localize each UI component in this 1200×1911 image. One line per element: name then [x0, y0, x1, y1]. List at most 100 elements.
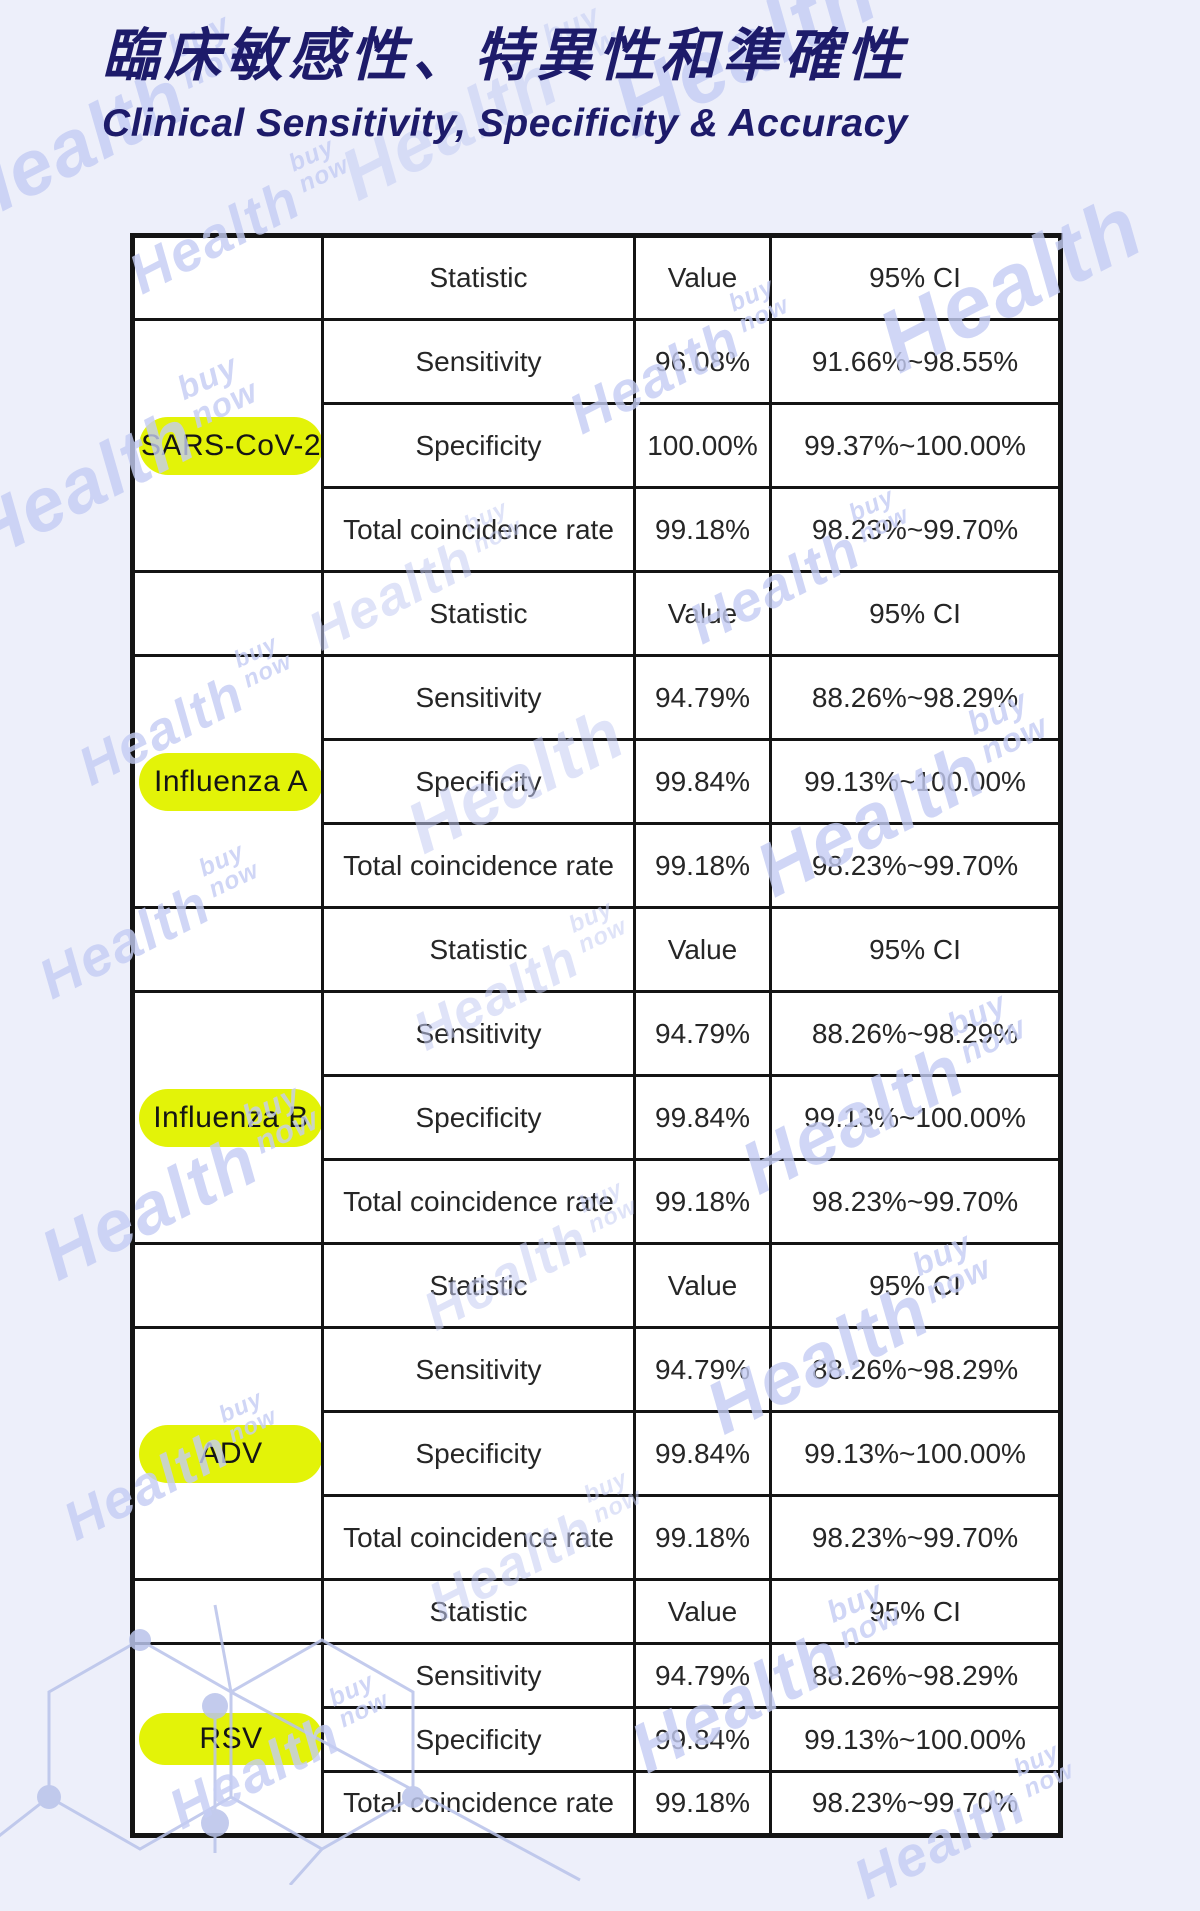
- pathogen-cell: Influenza A: [131, 654, 324, 909]
- statistic-column-header: Statistic: [321, 1242, 636, 1329]
- value-column-header: Value: [633, 1578, 772, 1645]
- empty-corner-cell: [131, 1242, 324, 1329]
- value-cell: 99.84%: [633, 1074, 772, 1161]
- table-row: Specificity 99.84% 99.13%~100.00%: [133, 1074, 1062, 1161]
- pathogen-highlight-pill: SARS-CoV-2: [139, 416, 320, 475]
- value-cell: 99.84%: [633, 1410, 772, 1497]
- empty-corner-cell: [131, 570, 324, 657]
- pathogen-section-sars-cov-2: Statistic Value 95% CI SARS-CoV-2 Sensit…: [131, 234, 1062, 573]
- empty-corner-cell: [131, 906, 324, 993]
- ci-cell: 99.13%~100.00%: [769, 1410, 1062, 1497]
- value-cell: 94.79%: [633, 1642, 772, 1709]
- table-row: Total coincidence rate 99.18% 98.23%~99.…: [133, 1494, 1062, 1581]
- ci-cell: 99.37%~100.00%: [769, 402, 1062, 489]
- pathogen-cell: RSV: [131, 1642, 324, 1837]
- table-row: SARS-CoV-2 Sensitivity 96.08% 91.66%~98.…: [131, 318, 1062, 573]
- table-row: RSV Sensitivity 94.79% 88.26%~98.29%: [131, 1642, 1062, 1837]
- table-row: Specificity 99.84% 99.13%~100.00%: [133, 1410, 1062, 1497]
- value-column-header: Value: [633, 906, 772, 993]
- table-row: Total coincidence rate 99.18% 98.23%~99.…: [133, 1158, 1062, 1245]
- value-cell: 99.18%: [633, 1158, 772, 1245]
- pathogen-section-influenza-b: Statistic Value 95% CI Influenza B Sensi…: [131, 906, 1062, 1245]
- value-cell: 99.18%: [633, 1770, 772, 1837]
- ci-cell: 98.23%~99.70%: [769, 822, 1062, 909]
- statistic-column-header: Statistic: [321, 234, 636, 321]
- value-cell: 99.84%: [633, 1706, 772, 1773]
- statistic-cell: Total coincidence rate: [321, 1770, 636, 1837]
- pathogen-section-adv: Statistic Value 95% CI ADV Sensitivity 9…: [131, 1242, 1062, 1581]
- statistic-cell: Sensitivity: [321, 1326, 636, 1413]
- clinical-stats-table: Statistic Value 95% CI SARS-CoV-2 Sensit…: [130, 233, 1063, 1838]
- statistic-column-header: Statistic: [321, 906, 636, 993]
- ci-cell: 99.13%~100.00%: [769, 738, 1062, 825]
- column-header-row: Statistic Value 95% CI: [131, 1242, 1062, 1329]
- pathogen-highlight-pill: Influenza A: [139, 752, 320, 811]
- statistic-cell: Specificity: [321, 1410, 636, 1497]
- table-row: Total coincidence rate 99.18% 98.23%~99.…: [133, 822, 1062, 909]
- value-column-header: Value: [633, 1242, 772, 1329]
- statistic-cell: Total coincidence rate: [321, 486, 636, 573]
- value-cell: 96.08%: [633, 318, 772, 405]
- column-header-row: Statistic Value 95% CI: [131, 906, 1062, 993]
- statistic-cell: Specificity: [321, 1074, 636, 1161]
- ci-cell: 88.26%~98.29%: [769, 1642, 1062, 1709]
- ci-column-header: 95% CI: [769, 1242, 1062, 1329]
- table-row: ADV Sensitivity 94.79% 88.26%~98.29%: [131, 1326, 1062, 1581]
- column-header-row: Statistic Value 95% CI: [131, 234, 1062, 321]
- statistic-cell: Total coincidence rate: [321, 1494, 636, 1581]
- statistic-cell: Sensitivity: [321, 318, 636, 405]
- value-column-header: Value: [633, 570, 772, 657]
- ci-column-header: 95% CI: [769, 234, 1062, 321]
- value-cell: 94.79%: [633, 1326, 772, 1413]
- pathogen-cell: SARS-CoV-2: [131, 318, 324, 573]
- statistic-cell: Specificity: [321, 1706, 636, 1773]
- ci-cell: 98.23%~99.70%: [769, 1770, 1062, 1837]
- ci-cell: 91.66%~98.55%: [769, 318, 1062, 405]
- empty-corner-cell: [131, 1578, 324, 1645]
- value-cell: 99.84%: [633, 738, 772, 825]
- ci-column-header: 95% CI: [769, 1578, 1062, 1645]
- statistic-column-header: Statistic: [321, 1578, 636, 1645]
- statistic-cell: Sensitivity: [321, 1642, 636, 1709]
- empty-corner-cell: [131, 234, 324, 321]
- table-row: Influenza B Sensitivity 94.79% 88.26%~98…: [131, 990, 1062, 1245]
- ci-cell: 98.23%~99.70%: [769, 1494, 1062, 1581]
- statistic-cell: Sensitivity: [321, 990, 636, 1077]
- ci-cell: 98.23%~99.70%: [769, 1158, 1062, 1245]
- value-cell: 99.18%: [633, 822, 772, 909]
- table-row: Total coincidence rate 99.18% 98.23%~99.…: [133, 486, 1062, 573]
- page-title-chinese: 臨床敏感性、特異性和準確性: [102, 24, 908, 88]
- statistic-cell: Specificity: [321, 738, 636, 825]
- ci-cell: 88.26%~98.29%: [769, 990, 1062, 1077]
- statistic-cell: Total coincidence rate: [321, 1158, 636, 1245]
- value-cell: 99.18%: [633, 486, 772, 573]
- value-column-header: Value: [633, 234, 772, 321]
- value-cell: 99.18%: [633, 1494, 772, 1581]
- table-row: Specificity 99.84% 99.13%~100.00%: [133, 738, 1062, 825]
- column-header-row: Statistic Value 95% CI: [131, 570, 1062, 657]
- statistic-cell: Total coincidence rate: [321, 822, 636, 909]
- pathogen-cell: Influenza B: [131, 990, 324, 1245]
- statistic-cell: Sensitivity: [321, 654, 636, 741]
- ci-cell: 88.26%~98.29%: [769, 654, 1062, 741]
- ci-cell: 88.26%~98.29%: [769, 1326, 1062, 1413]
- page-header: 臨床敏感性、特異性和準確性 Clinical Sensitivity, Spec…: [0, 20, 1010, 148]
- pathogen-section-rsv: Statistic Value 95% CI RSV Sensitivity 9…: [131, 1578, 1062, 1837]
- table-row: Specificity 100.00% 99.37%~100.00%: [133, 402, 1062, 489]
- statistic-column-header: Statistic: [321, 570, 636, 657]
- pathogen-highlight-pill: Influenza B: [139, 1088, 320, 1147]
- page-title-english: Clinical Sensitivity, Specificity & Accu…: [102, 102, 908, 145]
- ci-column-header: 95% CI: [769, 570, 1062, 657]
- ci-column-header: 95% CI: [769, 906, 1062, 993]
- pathogen-cell: ADV: [131, 1326, 324, 1581]
- ci-cell: 99.13%~100.00%: [769, 1074, 1062, 1161]
- value-cell: 100.00%: [633, 402, 772, 489]
- ci-cell: 99.13%~100.00%: [769, 1706, 1062, 1773]
- statistic-cell: Specificity: [321, 402, 636, 489]
- pathogen-highlight-pill: RSV: [139, 1713, 320, 1765]
- ci-cell: 98.23%~99.70%: [769, 486, 1062, 573]
- pathogen-section-influenza-a: Statistic Value 95% CI Influenza A Sensi…: [131, 570, 1062, 909]
- table-row: Influenza A Sensitivity 94.79% 88.26%~98…: [131, 654, 1062, 909]
- column-header-row: Statistic Value 95% CI: [131, 1578, 1062, 1645]
